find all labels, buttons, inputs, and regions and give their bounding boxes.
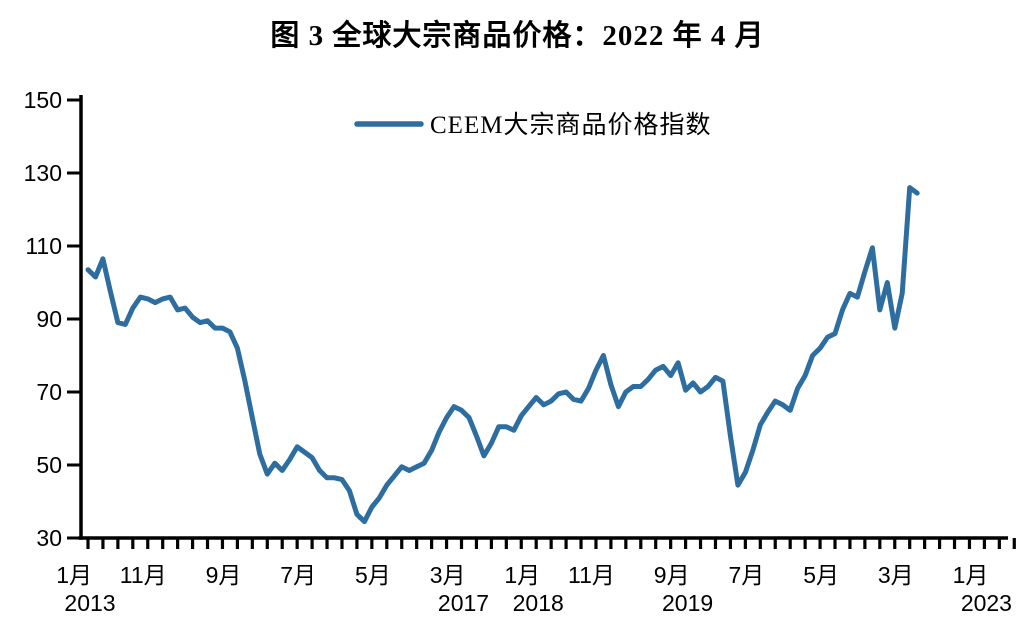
price-index-line — [85, 185, 920, 525]
x-tick-month-label: 5月 — [803, 562, 839, 588]
x-tick-year-label: 2018 — [513, 590, 564, 616]
x-tick-month-label: 1月 — [504, 562, 540, 588]
x-tick-month-label: 1月 — [953, 562, 989, 588]
x-tick-year-label: 2023 — [961, 590, 1012, 616]
x-tick-year-label: 2017 — [438, 590, 489, 616]
legend-label: CEEM大宗商品价格指数 — [430, 111, 711, 139]
x-tick-month-label: 7月 — [280, 562, 316, 588]
y-tick-label: 110 — [25, 233, 62, 259]
y-tick-label: 130 — [24, 160, 62, 186]
y-tick-label: 50 — [36, 452, 62, 478]
x-tick-month-label: 3月 — [878, 562, 914, 588]
chart-title: 图 3 全球大宗商品价格：2022 年 4 月 — [270, 20, 765, 52]
y-tick-label: 150 — [24, 87, 62, 113]
x-tick-month-label: 9月 — [654, 562, 690, 588]
x-tick-month-label: 7月 — [729, 562, 765, 588]
x-tick-month-label: 11月 — [568, 562, 615, 588]
y-tick-label: 90 — [36, 306, 62, 332]
x-tick-month-label: 3月 — [430, 562, 466, 588]
x-tick-year-label: 2019 — [662, 590, 713, 616]
x-tick-month-label: 11月 — [120, 562, 167, 588]
x-tick-year-label: 2013 — [64, 590, 115, 616]
x-tick-month-label: 1月 — [56, 562, 92, 588]
y-tick-label: 70 — [36, 379, 62, 405]
y-tick-label: 30 — [36, 525, 62, 551]
x-tick-month-label: 9月 — [206, 562, 242, 588]
x-tick-month-label: 5月 — [355, 562, 391, 588]
